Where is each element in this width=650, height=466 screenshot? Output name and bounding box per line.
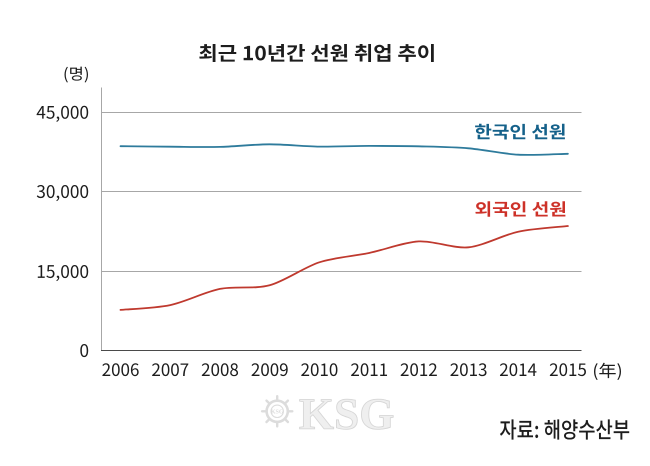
svg-text:KSG: KSG: [271, 410, 284, 416]
